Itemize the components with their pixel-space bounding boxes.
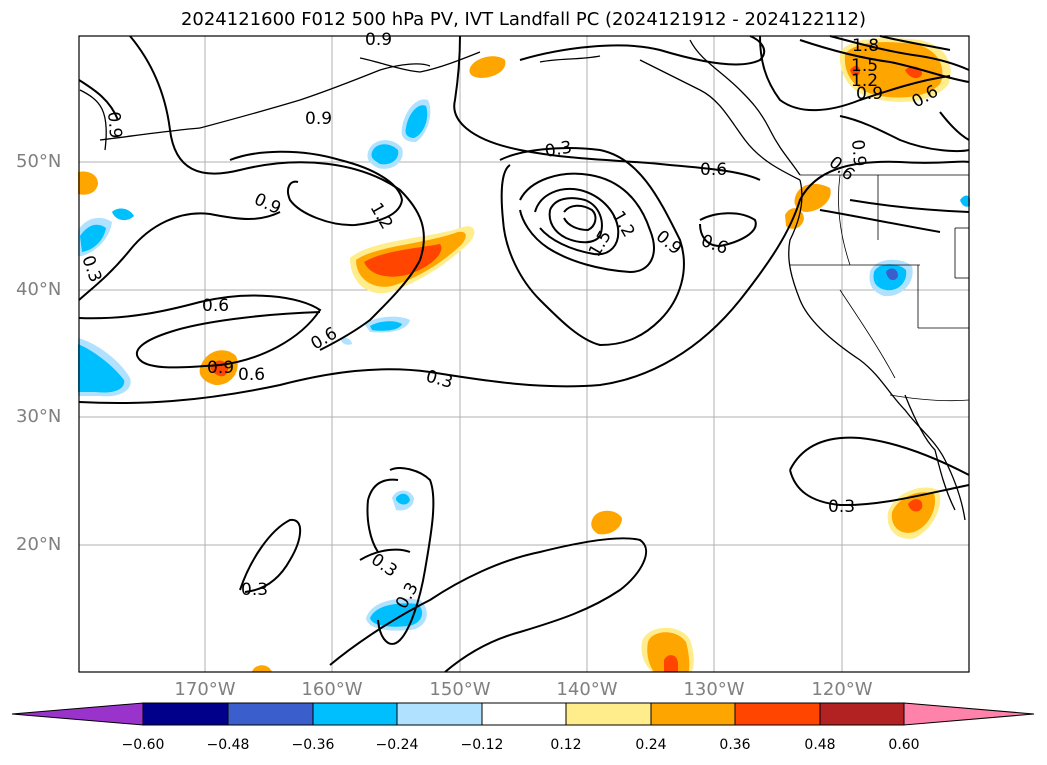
contour-label: 0.6 [308, 323, 341, 354]
contour-label: 1.5 [851, 56, 878, 76]
lat-tick-label: 20°N [16, 534, 62, 555]
contour-label: 0.9 [856, 84, 883, 104]
colorbar-label: −0.24 [375, 737, 419, 753]
lat-tick-label: 30°N [16, 406, 62, 427]
contour-label: 1.5 [585, 227, 616, 260]
contour-label: 0.6 [698, 231, 730, 259]
contour-label: 0.6 [700, 160, 727, 180]
shading-negative [78, 99, 970, 631]
contour-label: 0.9 [847, 139, 869, 168]
shading-positive [78, 38, 951, 672]
colorbar-label: −0.60 [121, 737, 165, 753]
colorbar-label: −0.48 [206, 737, 250, 753]
colorbar [11, 702, 1035, 726]
lon-tick-label: 150°W [429, 679, 491, 700]
contour-label: 0.9 [251, 189, 284, 219]
colorbar-label: −0.12 [460, 737, 504, 753]
colorbar-bin [312, 702, 398, 726]
contour-label: 1.8 [852, 36, 879, 56]
lon-tick-label: 170°W [174, 679, 236, 700]
contour-label: 0.3 [828, 497, 855, 517]
lat-tick-label: 40°N [16, 279, 62, 300]
contour-label: 1.2 [851, 71, 878, 91]
contour-label: 0.3 [543, 138, 573, 162]
pv-contours [78, 35, 970, 673]
colorbar-bin [227, 702, 314, 726]
gridlines [79, 36, 969, 672]
colorbar-bin [565, 702, 652, 726]
colorbar-extend-low [11, 702, 144, 726]
colorbar-label: 0.60 [888, 737, 920, 753]
map-frame [78, 35, 970, 673]
colorbar-bin [396, 702, 483, 726]
map-title: 2024121600 F012 500 hPa PV, IVT Landfall… [180, 9, 867, 30]
colorbar-bin [650, 702, 736, 726]
contour-label: 0.3 [424, 367, 455, 393]
colorbar-label: −0.36 [291, 737, 335, 753]
colorbar-label: 0.36 [719, 737, 751, 753]
colorbar-label: 0.48 [804, 737, 836, 753]
contour-label: 0.9 [103, 111, 125, 140]
contour-label: 0.9 [652, 227, 686, 260]
lon-tick-label: 160°W [301, 679, 363, 700]
lat-tick-label: 50°N [16, 151, 62, 172]
contour-label: 0.6 [238, 365, 265, 385]
colorbar-extend-high [903, 702, 1035, 726]
political-borders [790, 174, 970, 402]
colorbar-label: 0.24 [635, 737, 667, 753]
contour-labels: 0.9 0.9 0.9 0.6 0.6 0.6 0.6 0.3 0.3 0.3 … [77, 30, 942, 613]
contour-label: 0.3 [241, 580, 268, 600]
colorbar-bin [819, 702, 905, 726]
colorbar-bin [142, 702, 229, 726]
contour-label: 0.6 [202, 296, 229, 316]
colorbar-bin [734, 702, 821, 726]
lon-tick-label: 140°W [556, 679, 618, 700]
coastlines [79, 39, 966, 521]
colorbar-bin [481, 702, 567, 726]
contour-label: 0.9 [305, 109, 332, 129]
contour-label: 0.9 [207, 358, 234, 378]
lon-tick-label: 130°W [683, 679, 745, 700]
contour-label: 1.2 [366, 200, 397, 233]
lon-tick-label: 120°W [811, 679, 873, 700]
colorbar-label: 0.12 [550, 737, 582, 753]
contour-label: 0.9 [365, 30, 392, 50]
